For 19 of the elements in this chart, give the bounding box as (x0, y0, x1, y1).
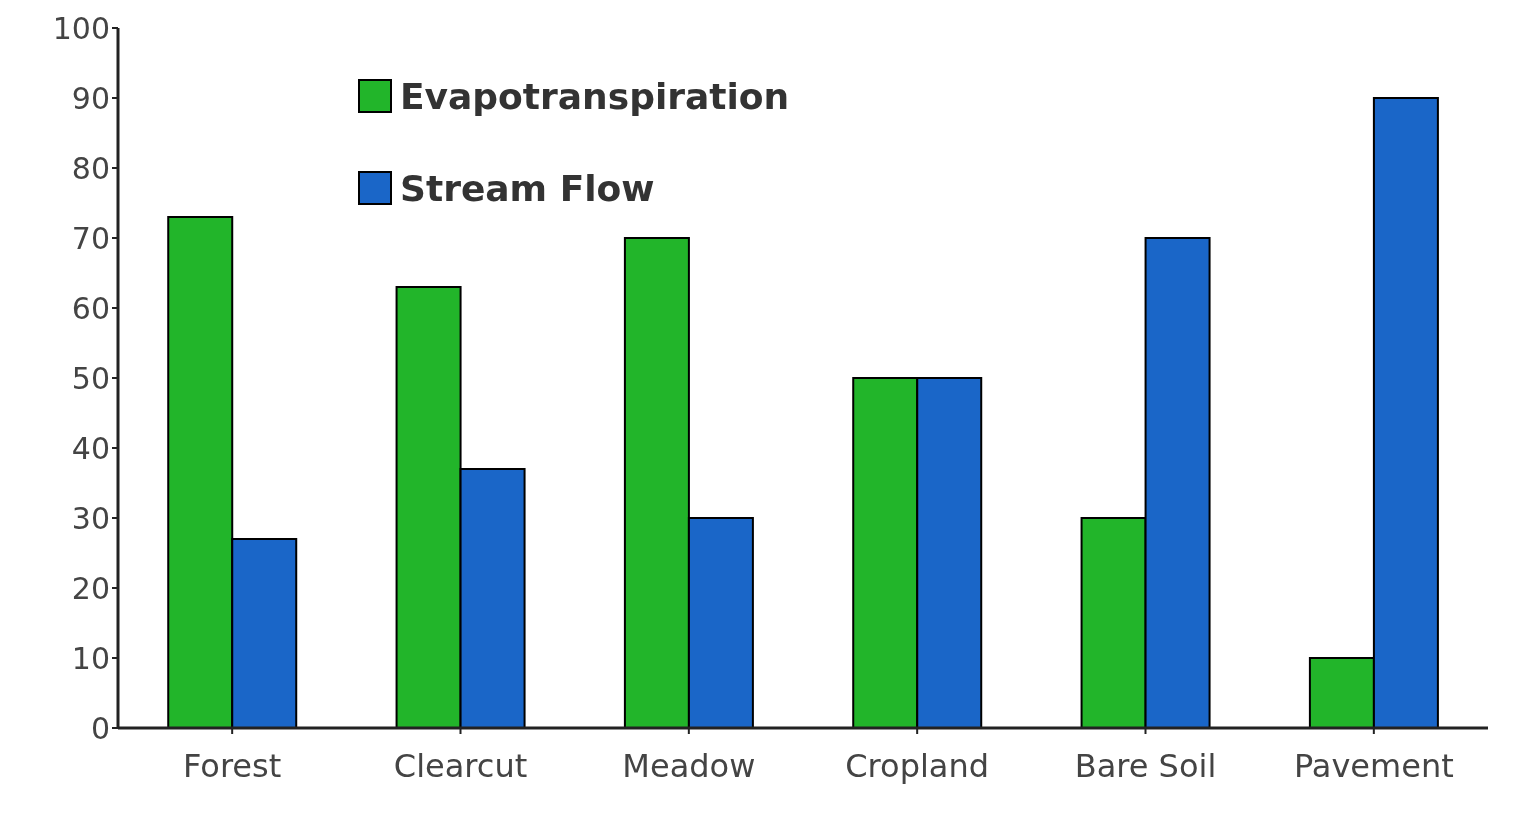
y-tick-label: 40 (71, 430, 110, 466)
y-tick-label: 0 (90, 710, 110, 746)
y-tick-label: 60 (71, 290, 110, 326)
legend-label: Stream Flow (400, 167, 655, 209)
y-tick-label: 30 (71, 500, 110, 536)
x-tick-label: Forest (183, 746, 282, 785)
x-tick-label: Clearcut (393, 746, 528, 785)
legend-label: Evapotranspiration (400, 75, 790, 117)
y-tick-label: 50 (71, 360, 110, 396)
x-tick-label: Meadow (622, 746, 756, 785)
x-tick-label: Cropland (845, 746, 990, 785)
y-tick-label: 10 (71, 640, 110, 676)
y-tick-label: 20 (71, 570, 110, 606)
y-tick-label: 70 (71, 220, 110, 256)
y-tick-label: 80 (71, 150, 110, 186)
y-tick-label: 100 (52, 10, 110, 46)
x-tick-label: Pavement (1293, 746, 1454, 785)
y-tick-label: 90 (71, 80, 110, 116)
x-tick-label: Bare Soil (1074, 746, 1217, 785)
